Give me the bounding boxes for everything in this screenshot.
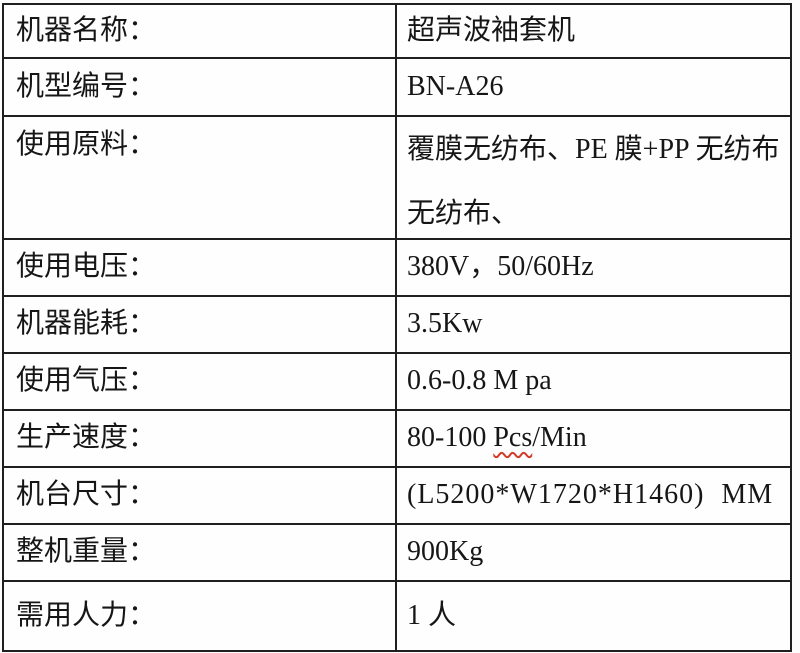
label-production-speed: 生产速度： (4, 411, 397, 466)
value-machine-name: 超声波袖套机 (407, 14, 576, 46)
row-machine-dimensions: 机台尺寸： (L5200*W1720*H1460) MM (4, 468, 790, 525)
value-model-number: BN-A26 (407, 70, 504, 102)
value-machine-dimensions: (L5200*W1720*H1460) MM (407, 479, 774, 511)
value-air-pressure: 0.6-0.8 M pa (407, 365, 552, 397)
label-voltage: 使用电压： (4, 240, 397, 295)
row-production-speed: 生产速度： 80-100 Pcs/Min (4, 411, 790, 468)
label-manpower: 需用人力： (4, 582, 397, 650)
label-machine-name: 机器名称： (4, 5, 397, 57)
speed-value-prefix: 80-100 (407, 422, 494, 454)
raw-material-line-1: 覆膜无纺布、PE 膜+PP 无纺布 (407, 134, 780, 165)
label-air-pressure: 使用气压： (4, 354, 397, 409)
row-machine-weight: 整机重量： 900Kg (4, 525, 790, 582)
label-machine-weight: 整机重量： (4, 525, 397, 580)
value-voltage: 380V，50/60Hz (407, 251, 594, 283)
value-raw-material: 覆膜无纺布、PE 膜+PP 无纺布 无纺布、 (397, 117, 790, 238)
row-machine-name: 机器名称： 超声波袖套机 (4, 5, 790, 59)
value-machine-weight: 900Kg (407, 536, 484, 568)
speed-value-spellcheck-flagged: Pcs (493, 422, 533, 454)
value-production-speed: 80-100 Pcs/Min (397, 411, 790, 466)
row-raw-material: 使用原料： 覆膜无纺布、PE 膜+PP 无纺布 无纺布、 (4, 117, 790, 240)
raw-material-line-2: 无纺布、 (407, 198, 520, 229)
value-manpower: 1 人 (407, 599, 457, 631)
label-raw-material: 使用原料： (4, 117, 397, 238)
label-model-number: 机型编号： (4, 59, 397, 115)
row-air-pressure: 使用气压： 0.6-0.8 M pa (4, 354, 790, 411)
label-power-consumption: 机器能耗： (4, 297, 397, 352)
row-model-number: 机型编号： BN-A26 (4, 59, 790, 117)
label-machine-dimensions: 机台尺寸： (4, 468, 397, 523)
speed-value-suffix: /Min (532, 422, 587, 454)
value-power-consumption: 3.5Kw (407, 308, 483, 340)
row-power-consumption: 机器能耗： 3.5Kw (4, 297, 790, 354)
row-voltage: 使用电压： 380V，50/60Hz (4, 240, 790, 297)
machine-spec-table: 机器名称： 超声波袖套机 机型编号： BN-A26 使用原料： 覆膜无纺布、PE… (2, 3, 792, 652)
row-manpower: 需用人力： 1 人 (4, 582, 790, 650)
